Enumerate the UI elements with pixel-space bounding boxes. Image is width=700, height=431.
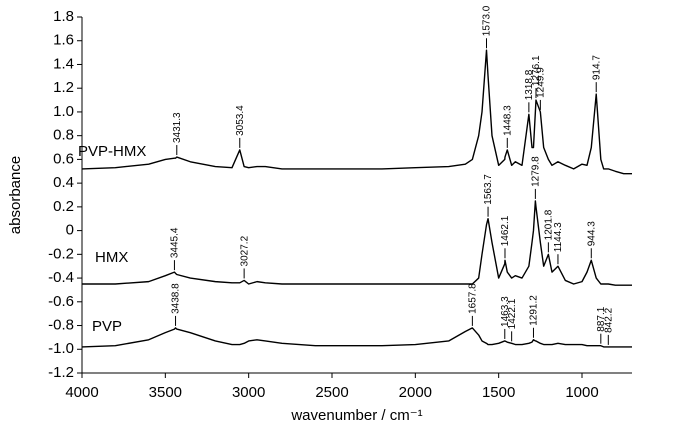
x-tick-label: 3000 bbox=[232, 384, 265, 401]
spectrum-line bbox=[81, 49, 632, 175]
y-axis-title: absorbance bbox=[7, 156, 24, 234]
x-tick-label: 1500 bbox=[482, 384, 515, 401]
y-tick-label: 1.2 bbox=[53, 79, 74, 96]
y-tick-label: 0.4 bbox=[53, 174, 74, 191]
peak-label: 1448.3 bbox=[502, 105, 513, 136]
x-tick-label: 4000 bbox=[65, 384, 98, 401]
x-tick-label: 1000 bbox=[565, 384, 598, 401]
x-axis-title: wavenumber / cm⁻¹ bbox=[290, 407, 422, 424]
spectrum-line bbox=[82, 200, 632, 286]
peak-label: 914.7 bbox=[591, 55, 602, 80]
x-tick-label: 2000 bbox=[399, 384, 432, 401]
peak-label: 1462.1 bbox=[500, 215, 511, 246]
y-tick-label: 0 bbox=[66, 222, 74, 239]
peak-label: 1291.2 bbox=[529, 295, 540, 326]
y-tick-label: 1.8 bbox=[53, 8, 74, 25]
peak-label: 1422.1 bbox=[507, 298, 518, 329]
y-tick-label: -0.2 bbox=[48, 245, 74, 262]
y-tick-label: 0.2 bbox=[53, 198, 74, 215]
y-tick-label: 1.0 bbox=[53, 103, 74, 120]
y-tick-label: 1.4 bbox=[53, 55, 74, 72]
y-tick-label: 0.8 bbox=[53, 127, 74, 144]
peak-label: 944.3 bbox=[586, 221, 597, 246]
peak-label: 1463.3 bbox=[500, 296, 511, 327]
peak-label: 887.1 bbox=[596, 306, 607, 331]
series-label: PVP-HMX bbox=[78, 143, 146, 160]
peak-label: 1563.7 bbox=[483, 174, 494, 205]
peak-label: 1201.8 bbox=[544, 209, 555, 240]
peak-label: 842.2 bbox=[603, 307, 614, 332]
y-tick-label: -1.0 bbox=[48, 340, 74, 357]
peak-label: 1144.3 bbox=[553, 222, 564, 252]
peak-label: 3027.2 bbox=[239, 235, 250, 266]
x-tick-label: 3500 bbox=[149, 384, 182, 401]
spectrum-line bbox=[81, 327, 632, 348]
peak-label: 3431.3 bbox=[172, 112, 183, 143]
peak-label: 1573.0 bbox=[482, 5, 493, 36]
series-label: PVP bbox=[92, 318, 122, 335]
y-tick-label: 0.6 bbox=[53, 150, 74, 167]
y-tick-label: -0.6 bbox=[48, 293, 74, 310]
peak-label: 1279.8 bbox=[531, 156, 542, 187]
peak-label: 3438.8 bbox=[171, 283, 182, 314]
series-label: HMX bbox=[95, 249, 128, 266]
peak-label: 1657.8 bbox=[468, 283, 479, 314]
y-tick-label: -0.4 bbox=[48, 269, 74, 286]
peak-label: 1318.8 bbox=[524, 69, 535, 100]
peak-label: 3053.4 bbox=[235, 105, 246, 136]
peak-label: 3445.4 bbox=[170, 227, 181, 258]
y-tick-label: -1.2 bbox=[48, 364, 74, 381]
peak-label: 1276.1 bbox=[531, 55, 542, 86]
peak-label: 1249.9 bbox=[535, 67, 546, 98]
y-tick-label: -0.8 bbox=[48, 317, 74, 334]
y-tick-label: 1.6 bbox=[53, 32, 74, 49]
x-tick-label: 2500 bbox=[315, 384, 348, 401]
